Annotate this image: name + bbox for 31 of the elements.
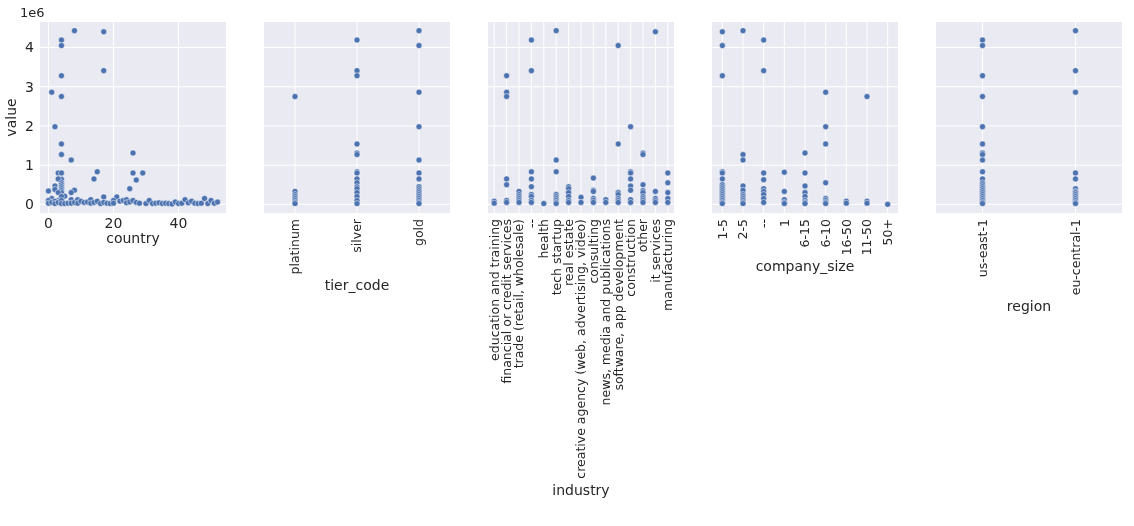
x-tick-label: 6-15 xyxy=(797,219,813,248)
x-tick-label: gold xyxy=(411,219,427,246)
x-tick-label: manufacturing xyxy=(660,219,676,311)
x-axis-title: industry xyxy=(552,481,610,498)
x-tick-label: 20 xyxy=(104,215,123,231)
y-axis-title: value xyxy=(3,98,19,137)
y-tick-label: 2 xyxy=(25,117,34,134)
y-tick-label: 0 xyxy=(25,196,34,213)
text: 1e6 xyxy=(20,5,45,20)
x-tick-label: 11-50 xyxy=(859,218,875,256)
x-tick-label: 1-5 xyxy=(714,219,730,240)
x-tick-label: -- xyxy=(756,219,772,229)
x-axis-title: tier_code xyxy=(324,277,390,294)
x-tick-label: 6-10 xyxy=(818,218,834,248)
x-tick-label: 1 xyxy=(776,219,792,227)
x-tick-label: health xyxy=(536,219,552,259)
x-tick-label: 16-50 xyxy=(838,218,854,256)
x-axis-title: company_size xyxy=(755,258,855,275)
x-tick-label: silver xyxy=(349,218,365,253)
x-tick-label: 0 xyxy=(43,215,53,231)
x-tick-label: platinum xyxy=(287,219,303,275)
y-tick-label: 1 xyxy=(25,157,34,174)
x-axis-title: region xyxy=(1006,298,1052,315)
x-tick-label: 2-5 xyxy=(735,219,751,240)
x-tick-label: 50+ xyxy=(880,219,896,246)
x-tick-label: 40 xyxy=(169,215,188,231)
y-tick-label: 4 xyxy=(25,39,35,56)
x-axis-title: country xyxy=(106,230,160,246)
y-tick-label: 3 xyxy=(25,78,34,95)
x-tick-label: eu-central-1 xyxy=(1067,219,1083,296)
x-tick-label: us-east-1 xyxy=(974,219,990,278)
